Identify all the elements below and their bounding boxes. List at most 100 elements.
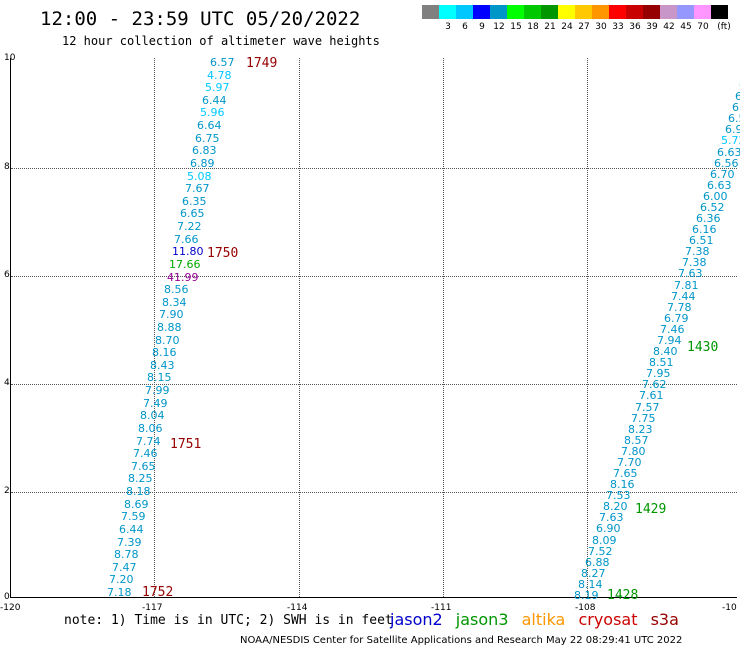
swh-observation: 7.90 — [159, 308, 184, 321]
swh-observation: 6 — [735, 90, 740, 103]
swh-observation: 8.40 — [653, 345, 678, 358]
swh-observation: 8.70 — [155, 334, 180, 347]
swh-observation: 7.47 — [112, 561, 137, 574]
swh-observation: 8.78 — [114, 548, 139, 561]
mission-altika: altika — [521, 610, 566, 629]
swh-observation: 7.20 — [109, 573, 134, 586]
swh-observation: 6.51 — [689, 234, 714, 247]
swh-observation: 7.49 — [143, 397, 168, 410]
swh-observation: 6.75 — [195, 132, 220, 145]
swh-observation: 6.90 — [596, 522, 621, 535]
colorbar-swatch — [558, 5, 575, 19]
colorbar-swatch — [643, 5, 660, 19]
swh-observation: 8.34 — [162, 296, 187, 309]
grid-line-lat-4 — [11, 384, 737, 385]
swh-observation: 7.99 — [145, 384, 170, 397]
time-label: 1749 — [246, 56, 278, 71]
swh-observation: 7.38 — [685, 245, 710, 258]
swh-observation: 8.20 — [603, 500, 628, 513]
colorbar-swatch — [541, 5, 558, 19]
map-plot-area — [10, 58, 737, 598]
x-tick-label: -111 — [431, 603, 452, 613]
colorbar-label: 18 — [527, 22, 539, 32]
grid-line-lat-8 — [11, 168, 737, 169]
swh-observation: 7.44 — [671, 290, 696, 303]
y-tick-label: 2 — [4, 486, 10, 496]
x-tick-label: -117 — [142, 603, 163, 613]
colorbar-label: 45 — [680, 22, 692, 32]
footnote: note: 1) Time is in UTC; 2) SWH is in fe… — [64, 613, 393, 628]
swh-observation: 7.66 — [174, 233, 199, 246]
time-label: 1429 — [635, 502, 667, 517]
swh-observation: 8.16 — [152, 346, 177, 359]
colorbar-label: 15 — [510, 22, 522, 32]
swh-observation: 8.15 — [147, 371, 172, 384]
swh-observation: 7.52 — [588, 545, 613, 558]
grid-line-lon-117 — [154, 58, 155, 597]
colorbar-unit: (ft) — [717, 22, 731, 32]
swh-observation: 7.95 — [646, 367, 671, 380]
swh-observation: 7.59 — [121, 510, 146, 523]
swh-observation: 8.25 — [128, 472, 153, 485]
colorbar-label: 21 — [544, 22, 556, 32]
swh-observation: 8.51 — [649, 356, 674, 369]
swh-observation: 6.97 — [725, 123, 740, 136]
swh-observation: 7.63 — [678, 267, 703, 280]
page-title: 12:00 - 23:59 UTC 05/20/2022 — [40, 8, 361, 30]
colorbar-label: 70 — [697, 22, 709, 32]
swh-observation: 5.96 — [200, 106, 225, 119]
mission-jason2: jason2 — [390, 610, 443, 629]
swh-observation: 6.0 — [732, 101, 740, 114]
y-tick-label: 4 — [4, 378, 10, 388]
mission-legend: jason2 jason3 altika cryosat s3a — [390, 610, 687, 629]
y-tick-label: 0 — [4, 592, 10, 602]
swh-observation: 6.44 — [202, 94, 227, 107]
colorbar-label: 9 — [479, 22, 485, 32]
grid-line-lat-6 — [11, 276, 737, 277]
swh-observation: 7.67 — [185, 182, 210, 195]
colorbar-swatch — [711, 5, 728, 19]
swh-observation: 7.62 — [642, 378, 667, 391]
swh-observation: 7.74 — [136, 435, 161, 448]
swh-observation: 8.88 — [157, 321, 182, 334]
swh-observation: 7.53 — [606, 489, 631, 502]
swh-observation: 6.44 — [119, 523, 144, 536]
swh-observation: 6.63 — [707, 179, 732, 192]
swh-observation: 6.89 — [190, 157, 215, 170]
swh-observation: 7.63 — [599, 511, 624, 524]
swh-observation: 11.80 — [172, 245, 204, 258]
colorbar-label: 36 — [629, 22, 641, 32]
time-label: 1428 — [607, 588, 639, 603]
swh-observation: 7.38 — [682, 256, 707, 269]
swh-observation: 8.04 — [140, 409, 165, 422]
swh-observation: 5.97 — [205, 81, 230, 94]
colorbar-swatch — [490, 5, 507, 19]
colorbar-label: 12 — [493, 22, 505, 32]
swh-observation: 6.00 — [703, 190, 728, 203]
colorbar-swatch — [422, 5, 439, 19]
swh-observation: 8.14 — [578, 578, 603, 591]
grid-line-lat-2 — [11, 492, 737, 493]
x-tick-label: -114 — [287, 603, 308, 613]
swh-observation: 5.08 — [187, 170, 212, 183]
y-tick-label: 8 — [4, 162, 10, 172]
swh-observation: 8.09 — [592, 534, 617, 547]
swh-observation: 7.46 — [133, 447, 158, 460]
colorbar-swatch — [660, 5, 677, 19]
swh-observation: 6.56 — [714, 157, 739, 170]
swh-observation: 6.36 — [696, 212, 721, 225]
colorbar-label: 39 — [646, 22, 658, 32]
swh-observation: 6.63 — [717, 146, 740, 159]
swh-observation: 7.81 — [674, 279, 699, 292]
swh-observation: 6.79 — [664, 312, 689, 325]
time-label: 1750 — [207, 246, 239, 261]
colorbar-swatch — [456, 5, 473, 19]
colorbar-label: 6 — [462, 22, 468, 32]
swh-observation: 8.69 — [124, 498, 149, 511]
swh-observation: 8.43 — [150, 359, 175, 372]
colorbar-label: 30 — [595, 22, 607, 32]
grid-line-lon-108 — [587, 58, 588, 597]
x-tick-label: -108 — [575, 603, 596, 613]
swh-observation: 7.70 — [617, 456, 642, 469]
colorbar-swatch — [439, 5, 456, 19]
